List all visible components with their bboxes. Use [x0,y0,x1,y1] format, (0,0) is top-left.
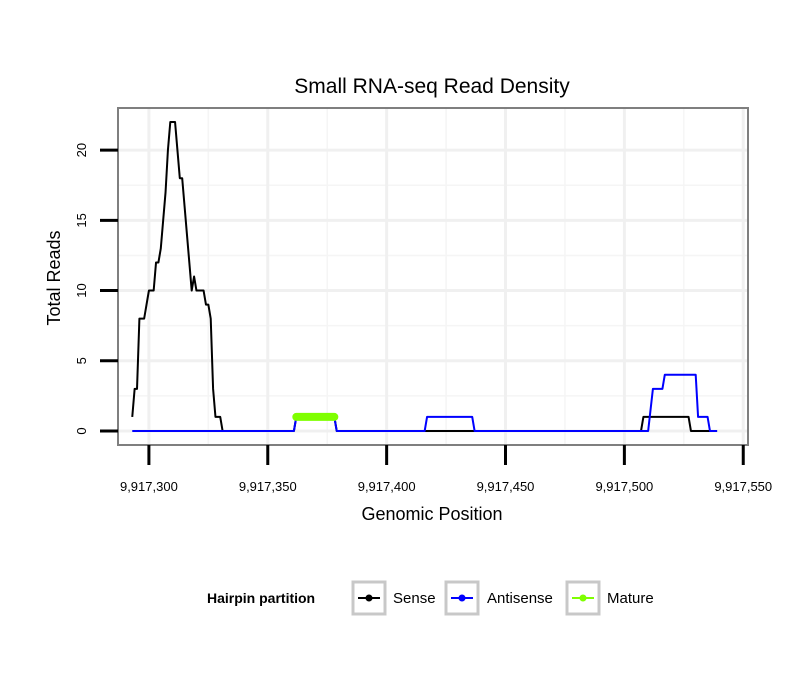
series-layer [131,121,718,432]
x-axis-title: Genomic Position [361,504,502,524]
x-tick-label: 9,917,350 [239,479,297,494]
y-tick-label: 15 [74,213,89,227]
legend-item-antisense: Antisense [444,580,553,616]
y-axis: 0 5 10 15 20 [74,143,118,435]
x-tick-label: 9,917,400 [358,479,416,494]
x-tick-label: 9,917,500 [595,479,653,494]
legend-title: Hairpin partition [207,590,315,606]
x-tick-label: 9,917,450 [477,479,535,494]
x-tick-label: 9,917,300 [120,479,178,494]
legend-label: Antisense [487,590,553,607]
chart-title: Small RNA-seq Read Density [294,75,570,98]
legend-entries: Sense Antisense Mature [351,580,654,616]
legend: Hairpin partition Sense Antisense Mature [207,580,654,616]
legend-item-mature: Mature [565,580,654,616]
legend-label: Mature [607,590,654,607]
legend-label: Sense [393,590,436,607]
plot-background [118,108,748,445]
y-tick-label: 10 [74,283,89,297]
grid [118,108,748,445]
plot-border [117,107,749,446]
x-axis: 9,917,300 9,917,350 9,917,400 9,917,450 9,91… [120,445,772,494]
y-tick-label: 5 [74,357,89,364]
y-tick-label: 0 [74,427,89,434]
legend-key-point [458,594,466,602]
legend-item-sense: Sense [351,580,436,616]
y-tick-label: 20 [74,143,89,157]
legend-key-point [365,594,373,602]
y-axis-title: Total Reads [44,230,64,325]
x-tick-label: 9,917,550 [714,479,772,494]
legend-key-point [579,594,587,602]
